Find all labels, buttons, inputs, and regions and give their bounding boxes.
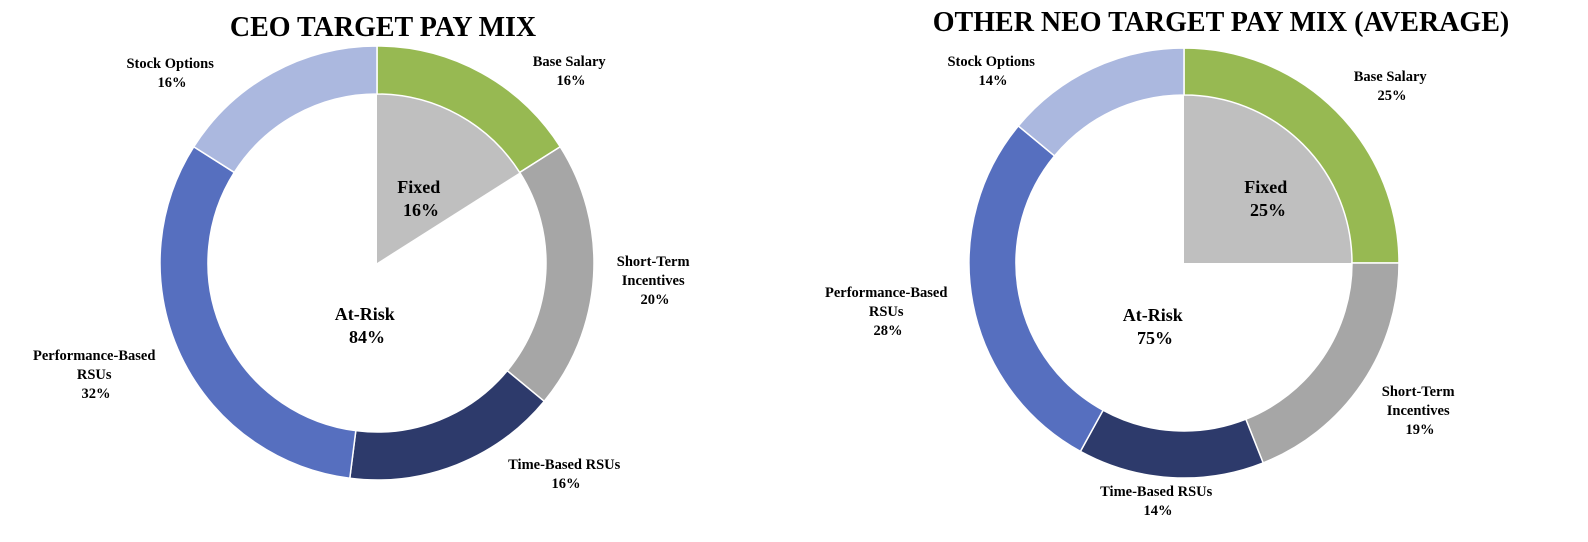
ceo-pay-mix-chart: CEO TARGET PAY MIX Base Salary 16% Short… bbox=[33, 12, 693, 492]
neo-time-based-label: Time-Based RSUs 14% bbox=[1100, 484, 1216, 519]
neo-slice-performance-based-rsus bbox=[968, 124, 1105, 453]
ceo-time-based-label: Time-Based RSUs 16% bbox=[508, 457, 624, 492]
neo-slice-time-based-rsus bbox=[1079, 409, 1265, 479]
neo-short-term-label: Short-Term Incentives 19% bbox=[1382, 384, 1458, 438]
ceo-fixed-label: Fixed 16% bbox=[397, 177, 445, 220]
neo-stock-options-label: Stock Options 14% bbox=[947, 54, 1038, 89]
ceo-base-salary-label: Base Salary 16% bbox=[533, 54, 610, 89]
ceo-slice-short-term-incentives bbox=[506, 145, 595, 403]
neo-pay-mix-chart: OTHER NEO TARGET PAY MIX (AVERAGE) Base … bbox=[825, 7, 1509, 519]
neo-chart-title: OTHER NEO TARGET PAY MIX (AVERAGE) bbox=[933, 7, 1509, 38]
neo-fixed-label: Fixed 25% bbox=[1244, 177, 1292, 220]
ceo-performance-label: Performance-Based RSUs 32% bbox=[33, 348, 159, 402]
neo-slices bbox=[968, 47, 1400, 479]
ceo-slice-stock-options bbox=[192, 45, 378, 174]
ceo-stock-options-label: Stock Options 16% bbox=[126, 56, 217, 91]
ceo-chart-title: CEO TARGET PAY MIX bbox=[230, 12, 536, 43]
ceo-fixed-wedge bbox=[377, 94, 520, 263]
neo-fixed-wedge bbox=[1184, 95, 1352, 263]
ceo-slice-performance-based-rsus bbox=[159, 145, 357, 480]
ceo-slices bbox=[159, 45, 595, 481]
neo-slice-short-term-incentives bbox=[1244, 262, 1400, 464]
neo-performance-label: Performance-Based RSUs 28% bbox=[825, 285, 951, 339]
neo-at-risk-label: At-Risk 75% bbox=[1123, 305, 1188, 348]
neo-slice-stock-options bbox=[1017, 47, 1185, 157]
ceo-at-risk-label: At-Risk 84% bbox=[335, 304, 400, 347]
neo-base-salary-label: Base Salary 25% bbox=[1354, 69, 1431, 104]
ceo-short-term-label: Short-Term Incentives 20% bbox=[617, 254, 693, 308]
